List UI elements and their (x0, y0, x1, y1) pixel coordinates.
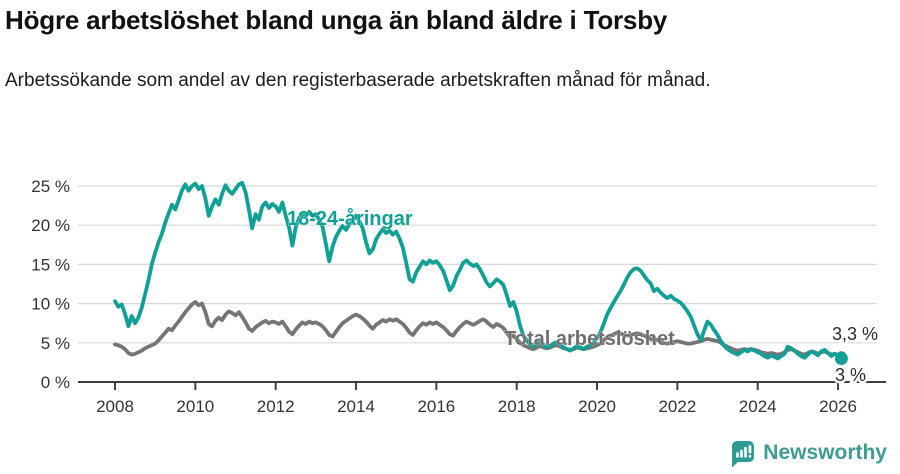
y-axis-tick-label: 0 % (41, 373, 70, 392)
newsworthy-bar-chart-bubble-icon (732, 441, 755, 467)
x-axis-tick-label: 2018 (498, 397, 536, 416)
y-axis-tick-label: 25 % (31, 177, 70, 196)
x-axis-tick-label: 2012 (257, 397, 295, 416)
youth-unemployment-line (113, 180, 844, 361)
y-axis-tick-label: 20 % (31, 216, 70, 235)
y-axis-tick-label: 15 % (31, 255, 70, 274)
x-axis-tick-label: 2008 (96, 397, 134, 416)
newsworthy-logo-text: Newsworthy (763, 441, 887, 464)
x-axis-tick-label: 2010 (176, 397, 214, 416)
y-axis-tick-label: 10 % (31, 295, 70, 314)
x-axis-tick-label: 2024 (739, 397, 777, 416)
x-axis-tick-label: 2020 (578, 397, 616, 416)
chart-title: Högre arbetslöshet bland unga än bland ä… (5, 5, 668, 35)
total-series-label: Total arbetslöshet (504, 328, 675, 350)
total-unemployment-line (113, 300, 844, 359)
youth-end-value-label: 3 % (835, 365, 866, 385)
chart-subtitle: Arbetssökande som andel av den registerb… (5, 70, 711, 91)
newsworthy-logo: Newsworthy (730, 439, 887, 467)
youth-end-dot (834, 351, 848, 365)
x-axis-tick-label: 2026 (819, 397, 857, 416)
x-axis-tick-label: 2016 (417, 397, 455, 416)
x-axis-tick-label: 2022 (658, 397, 696, 416)
y-axis-tick-label: 5 % (41, 334, 70, 353)
x-axis-tick-label: 2014 (337, 397, 375, 416)
total-end-value-label: 3,3 % (832, 324, 878, 344)
youth-series-label: 18-24-åringar (287, 207, 413, 230)
